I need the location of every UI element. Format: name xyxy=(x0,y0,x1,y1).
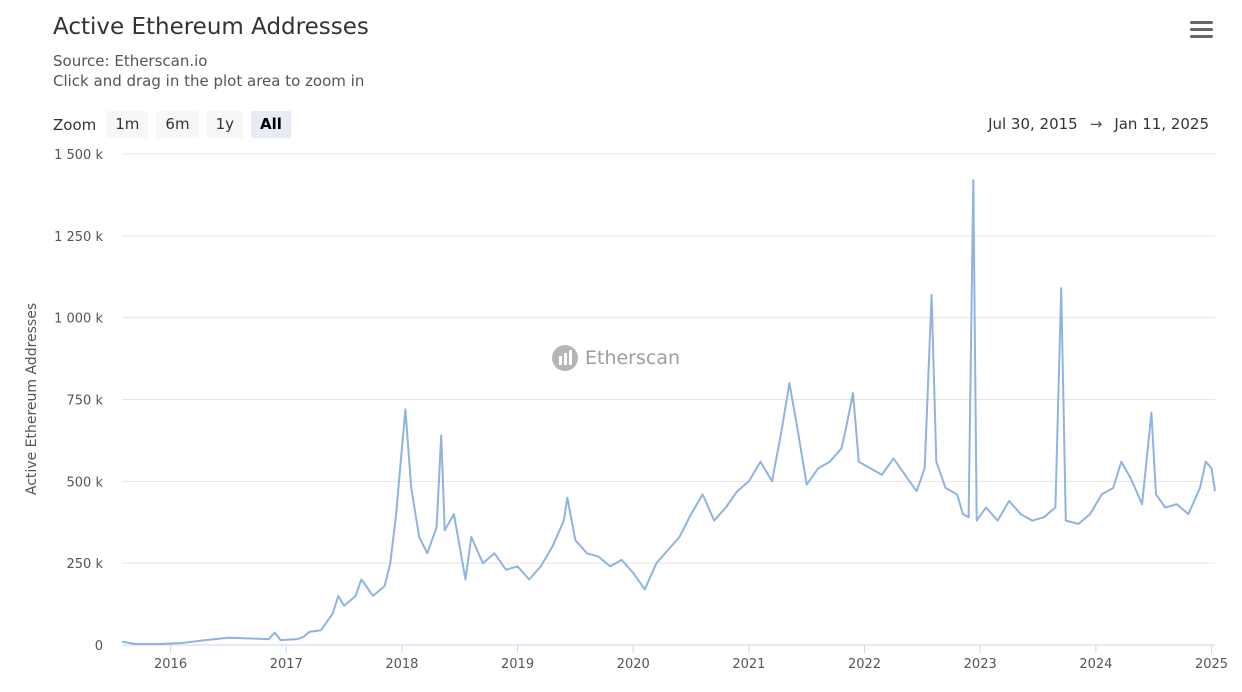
etherscan-logo-icon xyxy=(552,345,578,371)
y-tick-label: 500 k xyxy=(67,475,104,490)
series-line[interactable] xyxy=(121,179,1216,645)
x-tick-label: 2022 xyxy=(848,657,881,672)
x-tick-label: 2025 xyxy=(1195,657,1228,672)
y-tick-label: 1 250 k xyxy=(54,230,103,245)
y-tick-label: 750 k xyxy=(67,394,104,409)
menu-bar-top xyxy=(1190,21,1213,24)
range-from[interactable]: Jul 30, 2015 xyxy=(988,115,1078,133)
zoom-1y-button[interactable]: 1y xyxy=(206,111,243,138)
hamburger-menu-icon[interactable] xyxy=(1190,20,1214,40)
x-axis-ticks: 2016 2017 2018 2019 2020 2021 2022 2023 2024 2025 xyxy=(154,645,1228,672)
menu-bar-bottom xyxy=(1190,35,1213,38)
zoom-1m-button[interactable]: 1m xyxy=(106,111,149,138)
chart-source: Source: Etherscan.io xyxy=(53,52,208,70)
x-tick-label: 2018 xyxy=(385,657,418,672)
chart-title: Active Ethereum Addresses xyxy=(53,14,369,40)
zoom-label: Zoom xyxy=(53,115,97,134)
date-range: Jul 30, 2015 → Jan 11, 2025 xyxy=(988,115,1209,133)
y-tick-label: 0 xyxy=(95,639,103,654)
watermark-text: Etherscan xyxy=(585,347,681,369)
grid-layer xyxy=(122,153,1215,646)
chart-hint: Click and drag in the plot area to zoom … xyxy=(53,72,365,90)
y-axis-ticks: 0 250 k 500 k 750 k 1 000 k 1 250 k 1 500 k xyxy=(54,148,103,654)
x-tick-label: 2020 xyxy=(617,657,650,672)
x-tick-label: 2023 xyxy=(964,657,997,672)
range-to[interactable]: Jan 11, 2025 xyxy=(1114,115,1209,133)
zoom-all-button[interactable]: All xyxy=(250,111,291,138)
zoom-selector: Zoom 1m 6m 1y All xyxy=(53,111,299,138)
x-tick-label: 2019 xyxy=(501,657,534,672)
x-tick-label: 2024 xyxy=(1079,657,1112,672)
x-tick-label: 2016 xyxy=(154,657,187,672)
range-arrow: → xyxy=(1089,115,1103,133)
y-tick-label: 250 k xyxy=(67,557,104,572)
y-tick-label: 1 000 k xyxy=(54,312,103,327)
zoom-6m-button[interactable]: 6m xyxy=(156,111,199,138)
etherscan-watermark: Etherscan xyxy=(551,344,680,372)
y-tick-label: 1 500 k xyxy=(54,148,103,163)
menu-bar-middle xyxy=(1190,28,1213,31)
x-tick-label: 2021 xyxy=(732,657,765,672)
x-tick-label: 2017 xyxy=(270,657,303,672)
y-axis-label: Active Ethereum Addresses xyxy=(24,303,40,495)
